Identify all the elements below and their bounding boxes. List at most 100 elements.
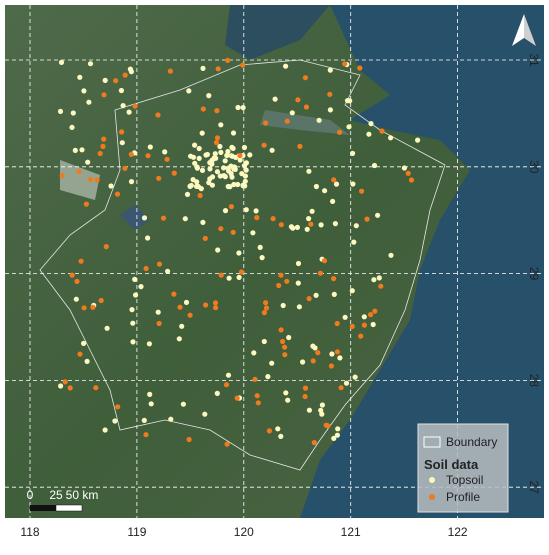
sample-point <box>165 268 171 274</box>
scale-bar-black <box>30 505 56 511</box>
sample-point <box>206 180 212 186</box>
sample-point <box>225 148 231 155</box>
sample-point <box>259 255 265 261</box>
sample-point <box>214 135 221 141</box>
sample-point <box>156 175 162 181</box>
sample-point <box>270 216 276 222</box>
sample-point <box>350 181 356 187</box>
sample-point <box>128 179 135 185</box>
sample-point <box>230 229 236 235</box>
sample-point <box>238 269 245 275</box>
sample-point <box>346 124 352 130</box>
sample-point <box>303 104 309 110</box>
sample-point <box>322 188 328 194</box>
sample-point <box>225 183 231 190</box>
sample-point <box>128 151 134 157</box>
sample-point <box>269 147 275 153</box>
sample-point <box>132 103 138 109</box>
legend-symbol <box>429 477 435 483</box>
sample-point <box>103 244 109 250</box>
sample-point <box>255 400 261 406</box>
sample-point <box>297 143 303 149</box>
sample-point <box>94 177 100 183</box>
sample-point <box>214 390 220 396</box>
sample-point <box>334 320 340 327</box>
sample-point <box>218 122 224 128</box>
sample-point <box>162 149 168 155</box>
lake <box>120 205 150 230</box>
sample-point <box>84 358 90 364</box>
y-tick-label: 31 <box>527 53 541 67</box>
sample-point <box>186 88 192 94</box>
sample-point <box>85 159 91 165</box>
sample-point <box>263 300 269 306</box>
sample-point <box>375 212 381 218</box>
scale-bar: 0 25 50 km <box>27 488 99 512</box>
sample-point <box>90 304 96 310</box>
sample-point <box>243 207 249 213</box>
sample-point <box>237 157 243 163</box>
sample-point <box>209 174 216 180</box>
sample-point <box>371 162 378 169</box>
sample-point <box>257 244 263 250</box>
sample-point <box>77 351 83 357</box>
sample-point <box>87 61 94 67</box>
sample-point <box>141 215 148 221</box>
sample-point <box>214 108 220 114</box>
sample-point <box>186 436 192 443</box>
legend-items: Topsoil Profile <box>429 473 483 504</box>
sample-point <box>129 307 135 313</box>
sample-point <box>343 380 350 386</box>
sample-point <box>113 78 119 84</box>
sample-point <box>349 323 355 329</box>
sample-point <box>261 338 267 345</box>
sample-point <box>368 121 374 127</box>
sample-point <box>200 65 206 71</box>
sample-point <box>209 182 215 188</box>
sample-point <box>370 321 376 328</box>
sample-point <box>234 395 240 401</box>
sample-point <box>408 177 415 183</box>
sample-point <box>147 391 153 397</box>
sample-point <box>171 170 177 176</box>
sample-point <box>243 167 249 173</box>
sample-point <box>294 224 300 230</box>
sample-point <box>86 99 92 105</box>
sample-point <box>130 339 136 345</box>
sample-point <box>120 103 126 109</box>
sample-point <box>225 372 232 378</box>
sample-point <box>199 130 205 136</box>
sample-point <box>224 152 230 158</box>
sample-point <box>388 252 394 258</box>
sample-point <box>235 104 241 111</box>
sample-point <box>366 131 372 137</box>
sample-point <box>364 216 370 222</box>
sample-point <box>167 68 173 74</box>
sample-point <box>70 110 76 116</box>
sample-point <box>266 428 272 434</box>
sample-point <box>315 350 321 356</box>
sample-point <box>206 93 212 99</box>
sample-point <box>58 383 64 389</box>
y-tick-label: 28 <box>527 374 541 388</box>
sample-point <box>254 393 260 399</box>
sample-point <box>171 291 177 297</box>
sample-point <box>225 165 231 171</box>
sample-point <box>213 139 220 146</box>
sample-point <box>101 92 107 98</box>
sample-point <box>306 168 312 174</box>
sample-point <box>338 385 344 391</box>
sample-point <box>155 309 161 315</box>
sample-point <box>187 312 193 318</box>
scale-label: 50 km <box>66 488 99 502</box>
sample-point <box>359 188 365 194</box>
sample-point <box>202 235 208 241</box>
sample-point <box>222 174 228 180</box>
sample-point <box>212 151 218 157</box>
sample-point <box>269 360 275 366</box>
x-tick-label: 119 <box>127 525 146 539</box>
sample-point <box>361 322 367 328</box>
sample-point <box>183 299 190 305</box>
sample-point <box>295 260 302 267</box>
